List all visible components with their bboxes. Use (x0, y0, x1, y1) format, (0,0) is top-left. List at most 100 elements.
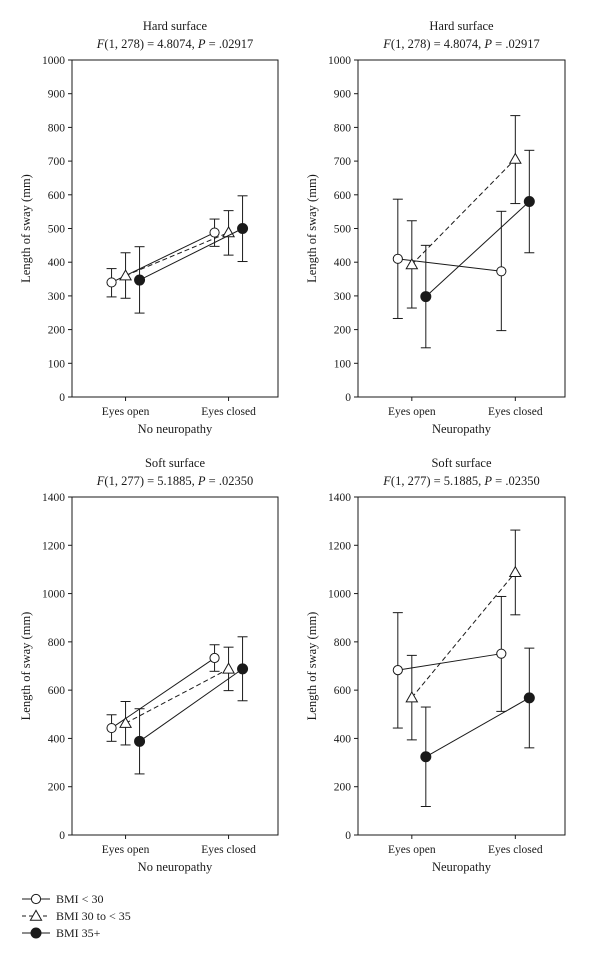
data-point (523, 196, 535, 208)
x-tick-label: Eyes closed (488, 844, 543, 856)
stat-text: , (192, 37, 198, 51)
stat-text: F (382, 474, 391, 488)
chart-subtitle: F(1, 277) = 5.1885, P = .02350 (382, 474, 539, 488)
chart-panel-1: Hard surface F(1, 278) = 4.8074, P = .029… (19, 19, 279, 436)
stat-text: P (197, 37, 206, 51)
x-tick-label: Eyes closed (201, 406, 256, 418)
legend-item-bmi_lt30: BMI < 30 (22, 892, 103, 906)
y-tick-label: 700 (334, 156, 352, 168)
y-tick-label: 500 (48, 224, 66, 236)
y-tick-label: 400 (48, 257, 66, 269)
stat-value: .02917 (505, 37, 539, 51)
data-point (222, 662, 236, 674)
chart-title: Soft surface (431, 456, 491, 470)
legend-item-bmi_30_35: BMI 30 to < 35 (22, 909, 131, 923)
y-tick-label: 500 (334, 224, 352, 236)
y-tick-label: 200 (334, 325, 352, 337)
data-point (237, 663, 249, 675)
series-line (411, 158, 516, 265)
stat-value: 5.1885 (444, 474, 478, 488)
stat-text: = (492, 474, 505, 488)
y-tick-label: 100 (334, 358, 352, 370)
legend-label: BMI 30 to < 35 (56, 909, 131, 923)
stat-text: , (478, 474, 484, 488)
chart-title: Soft surface (145, 456, 205, 470)
x-tick-label: Eyes open (102, 844, 150, 856)
x-axis-label: Neuropathy (432, 422, 492, 436)
data-point (405, 257, 419, 270)
y-tick-label: 1400 (328, 492, 351, 504)
y-axis-label: Length of sway (mm) (305, 612, 319, 721)
legend-marker (30, 927, 42, 939)
y-tick-label: 100 (48, 358, 66, 370)
data-point (508, 565, 522, 578)
x-axis-label: No neuropathy (138, 860, 213, 874)
data-point (392, 253, 403, 264)
series-line (125, 232, 229, 277)
y-tick-label: 0 (345, 830, 351, 842)
stat-text: F (96, 474, 105, 488)
stat-value: .02917 (219, 37, 253, 51)
data-point (420, 751, 432, 763)
chart-title: Hard surface (143, 19, 208, 33)
x-tick-label: Eyes open (388, 844, 436, 856)
data-point (420, 291, 432, 303)
stat-text: F (382, 37, 391, 51)
chart-subtitle: F(1, 278) = 4.8074, P = .02917 (96, 37, 253, 51)
series-line (125, 668, 229, 724)
chart-panel-3: Soft surface F(1, 277) = 5.1885, P = .023… (19, 456, 279, 874)
y-tick-label: 400 (334, 733, 352, 745)
series-line (411, 572, 516, 698)
stat-text: F (96, 37, 105, 51)
data-point (209, 652, 220, 664)
stat-value: .02350 (505, 474, 539, 488)
y-tick-label: 600 (334, 685, 352, 697)
series-bmi_30_35 (405, 529, 522, 741)
y-tick-label: 300 (334, 291, 352, 303)
y-tick-label: 900 (334, 89, 352, 101)
stat-text: ( (391, 37, 395, 51)
stat-value: 1, 277 (109, 474, 140, 488)
y-tick-label: 600 (48, 685, 66, 697)
y-tick-label: 1000 (328, 55, 351, 67)
stat-text: ) = (426, 474, 443, 488)
y-tick-label: 1200 (42, 540, 65, 552)
series-bmi_35p (420, 149, 535, 349)
y-tick-label: 900 (48, 89, 66, 101)
stat-value: 5.1885 (157, 474, 191, 488)
series-line (425, 697, 530, 758)
series-line (139, 668, 243, 742)
stat-value: 1, 277 (395, 474, 426, 488)
series-line (139, 228, 243, 281)
y-tick-label: 800 (48, 637, 66, 649)
chart-title: Hard surface (429, 19, 494, 33)
x-tick-label: Eyes closed (488, 406, 543, 418)
chart-subtitle: F(1, 277) = 5.1885, P = .02350 (96, 474, 253, 488)
data-point (106, 277, 117, 288)
data-point (237, 223, 249, 234)
series-bmi_lt30 (106, 218, 220, 298)
x-tick-label: Eyes open (388, 406, 436, 418)
data-point (119, 716, 133, 728)
stat-text: ( (104, 474, 108, 488)
series-line (425, 201, 530, 297)
chart-panel-2: Hard surface F(1, 278) = 4.8074, P = .029… (305, 19, 566, 436)
stat-text: ) = (140, 37, 157, 51)
stat-text: P (197, 474, 206, 488)
y-tick-label: 0 (345, 392, 351, 404)
y-tick-label: 600 (334, 190, 352, 202)
data-point (405, 691, 419, 703)
series-bmi_30_35 (119, 646, 236, 746)
stat-value: 1, 278 (109, 37, 140, 51)
y-tick-label: 1000 (42, 589, 65, 601)
series-bmi_35p (420, 647, 535, 808)
chart-panel-4: Soft surface F(1, 277) = 5.1885, P = .023… (305, 456, 566, 874)
series-bmi_35p (134, 636, 249, 775)
stat-text: = (206, 474, 219, 488)
series-bmi_30_35 (119, 210, 236, 299)
stat-text: ( (391, 474, 395, 488)
y-tick-label: 1000 (328, 589, 351, 601)
series-line (111, 657, 215, 729)
series-bmi_lt30 (392, 198, 507, 332)
